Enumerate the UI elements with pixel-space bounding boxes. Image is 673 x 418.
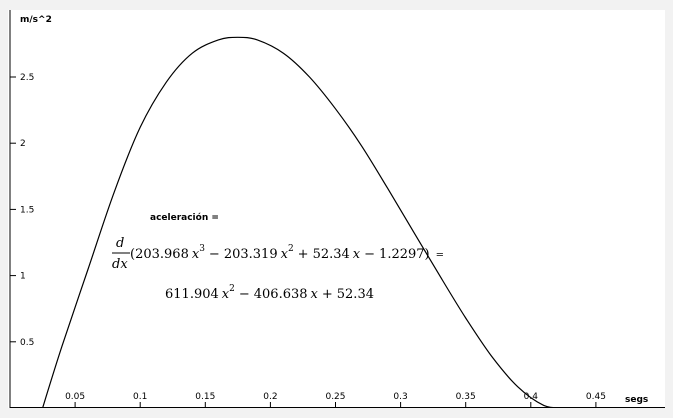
acceleration-label: aceleración =	[150, 212, 219, 223]
op-3: −	[364, 247, 375, 262]
op-1: −	[209, 247, 220, 262]
x-tick-label: 0.1	[133, 392, 147, 402]
x-axis-unit-label: segs	[625, 395, 648, 405]
y-tick-label: 2	[20, 139, 26, 149]
result-expression: 611.904 x2−406.638 x +52.34	[165, 284, 374, 302]
result-coef-2: 611.904	[165, 287, 219, 302]
series-line	[42, 36, 564, 408]
var-x-1: x	[353, 247, 361, 262]
chart-frame: 0.05 0.1 0.15 0.2 0.25 0.3 0.35 0.4 0.45 0.5 1 1.5…	[8, 10, 665, 408]
coef-2: 203.319	[224, 247, 278, 262]
y-tick-label: 1.5	[20, 205, 34, 215]
derivative-expression: (203.968 x3−203.319 x2 +52.34 x −1.2297) =	[130, 244, 444, 262]
equals-sign: =	[436, 250, 444, 261]
var-x-2: x	[281, 247, 289, 262]
op-2: +	[298, 247, 309, 262]
coef-3: 203.968	[135, 247, 189, 262]
series-group	[42, 36, 564, 408]
result-coef-0: 52.34	[337, 287, 374, 302]
derivative-denominator: dx	[112, 257, 128, 272]
result-exp-2: 2	[229, 284, 235, 294]
x-tick-label: 0.35	[456, 392, 476, 402]
y-tick-label: 0.5	[20, 338, 34, 348]
exp-3: 3	[199, 244, 205, 254]
x-ticks: 0.05 0.1 0.15 0.2 0.25 0.3 0.35 0.4 0.45	[65, 392, 606, 408]
close-paren: )	[425, 247, 430, 262]
coef-1: 52.34	[313, 247, 350, 262]
x-tick-label: 0.45	[586, 392, 606, 402]
coef-0: 1.2297	[379, 247, 425, 262]
y-ticks: 0.5 1 1.5 2 2.5	[10, 73, 34, 348]
var-x-3: x	[192, 247, 200, 262]
result-var-x-1: x	[311, 287, 319, 302]
derivative-numerator: d	[116, 236, 124, 251]
y-tick-label: 2.5	[20, 73, 34, 83]
x-tick-label: 0.3	[393, 392, 407, 402]
x-tick-label: 0.05	[65, 392, 85, 402]
result-op-2: +	[322, 287, 333, 302]
chart-plot: 0.05 0.1 0.15 0.2 0.25 0.3 0.35 0.4 0.45 0.511.5…	[9, 10, 665, 408]
y-tick-label: 1	[20, 272, 26, 282]
x-tick-label: 0.2	[263, 392, 277, 402]
x-tick-label: 0.25	[325, 392, 345, 402]
result-var-x-2: x	[222, 287, 230, 302]
open-paren: (	[130, 247, 135, 262]
result-op-1: −	[239, 287, 250, 302]
y-axis-unit-label: m/s^2	[20, 15, 52, 25]
result-coef-1: 406.638	[254, 287, 308, 302]
exp-2: 2	[288, 244, 294, 254]
formula-annotation: aceleración = d dx (203.968 x3−203.319 x2 +…	[112, 212, 444, 302]
x-tick-label: 0.15	[195, 392, 215, 402]
